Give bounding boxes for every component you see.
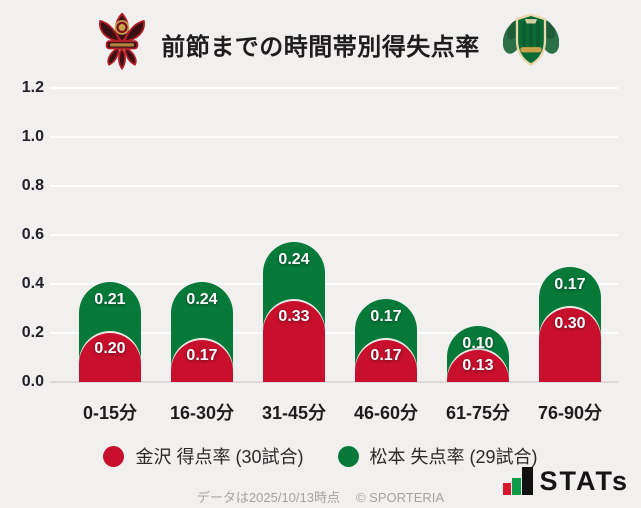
bar-segment-kanazawa [79,333,141,382]
bar-segment-kanazawa [263,301,325,382]
bar-segment-kanazawa [355,340,417,382]
y-axis-tick-label: 0.0 [21,373,44,390]
value-label-kanazawa: 0.17 [186,347,218,364]
bar-chart-icon [502,467,533,495]
zweigen-kanazawa-crest-icon [99,12,145,70]
value-label-kanazawa: 0.30 [554,315,586,332]
y-axis-tick-label: 0.8 [21,177,44,194]
value-label-matsumoto: 0.17 [554,276,586,293]
legend-item: 松本 失点率 (29試合) [337,443,538,469]
stats-brand-logo: STATs [502,466,630,496]
legend-label: 松本 失点率 (29試合) [369,447,538,467]
legend-label: 金沢 得点率 (30試合) [135,447,304,467]
gridline-0.8 [50,185,618,187]
copyright-text: © SPORTERIA [355,490,445,505]
y-axis-tick-label: 1.2 [21,79,44,96]
bar-segment-kanazawa [171,340,233,382]
gridline-0.2 [50,332,618,334]
value-label-matsumoto: 0.17 [370,308,402,325]
bar-segment-kanazawa [539,308,601,382]
y-axis-tick-label: 0.4 [21,275,44,292]
matsumoto-yamaga-crest-icon [503,13,559,66]
legend-item: 金沢 得点率 (30試合) [103,443,304,469]
value-label-matsumoto: 0.10 [462,335,494,352]
brand-bar-black [521,467,533,495]
x-axis-label: 46-60分 [353,403,419,423]
value-label-kanazawa: 0.17 [370,347,402,364]
data-source-note: データは2025/10/13時点 © SPORTERIA [0,487,641,506]
legend: 金沢 得点率 (30試合) 松本 失点率 (29試合) [0,443,641,469]
value-label-kanazawa: 0.33 [278,308,310,325]
data-date-text: データは2025/10/13時点 [196,490,340,505]
value-label-kanazawa: 0.20 [94,340,126,357]
gridline-0.0 [50,381,618,383]
x-axis-label: 16-30分 [169,403,235,423]
brand-bar-green [511,478,521,495]
x-axis-label: 31-45分 [261,403,327,423]
gridline-0.4 [50,283,618,285]
gridline-1.0 [50,136,618,138]
x-axis-label: 0-15分 [82,403,138,423]
legend-dot-icon [103,445,125,467]
value-label-matsumoto: 0.24 [278,251,310,268]
x-axis-label: 76-90分 [537,403,603,423]
brand-bar-red [502,483,511,495]
brand-wordmark: STATs [539,466,629,496]
value-label-matsumoto: 0.24 [186,291,218,308]
y-axis-tick-label: 0.2 [21,324,44,341]
gridline-0.6 [50,234,618,236]
gridline-1.2 [50,87,618,89]
y-axis-tick-label: 1.0 [21,128,44,145]
y-axis-tick-label: 0.6 [21,226,44,243]
page-title: 前節までの時間帯別得失点率 [161,34,480,61]
value-label-matsumoto: 0.21 [94,291,126,308]
legend-dot-icon [337,445,359,467]
value-label-kanazawa: 0.13 [462,357,494,374]
x-axis-label: 61-75分 [445,403,511,423]
